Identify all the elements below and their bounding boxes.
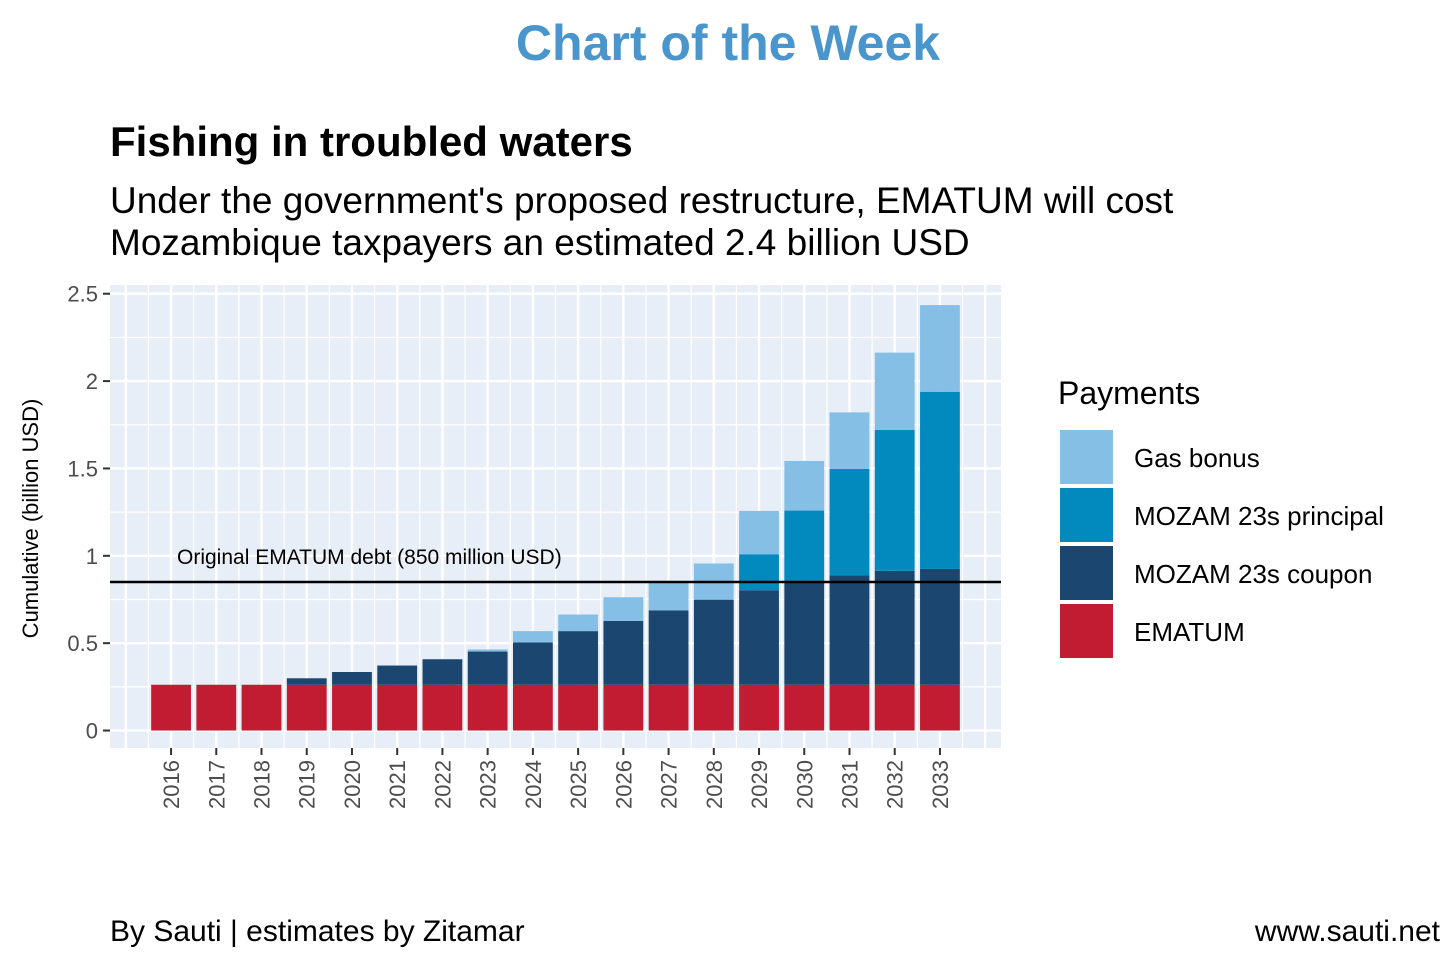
bar-ematum-2026: [603, 684, 644, 731]
x-tick-label: 2023: [476, 760, 501, 809]
bar-mozam-23s-coupon-2031: [829, 575, 870, 685]
bar-gas-bonus-2025: [558, 614, 599, 632]
banner-title: Chart of the Week: [515, 15, 941, 71]
bar-mozam-23s-coupon-2032: [874, 570, 915, 685]
x-tick-label: 2030: [792, 760, 817, 809]
legend-label: MOZAM 23s coupon: [1134, 559, 1372, 589]
bar-ematum-2016: [151, 684, 191, 731]
bar-mozam-23s-principal-2031: [829, 468, 870, 576]
bar-ematum-2032: [874, 684, 915, 731]
bar-gas-bonus-2029: [739, 510, 779, 555]
x-tick-label: 2021: [385, 760, 410, 809]
x-tick-label: 2019: [295, 760, 320, 809]
bar-mozam-23s-principal-2029: [739, 554, 779, 591]
legend-label: Gas bonus: [1134, 443, 1260, 473]
bar-ematum-2024: [512, 684, 553, 731]
x-tick-label: 2027: [657, 760, 682, 809]
reference-line-label: Original EMATUM debt (850 million USD): [177, 546, 562, 569]
bar-mozam-23s-coupon-2030: [784, 580, 825, 685]
bar-mozam-23s-coupon-2024: [512, 642, 553, 685]
x-tick-label: 2033: [928, 760, 953, 809]
bar-mozam-23s-coupon-2026: [603, 620, 644, 685]
bar-mozam-23s-coupon-2023: [467, 651, 508, 685]
bar-gas-bonus-2032: [874, 352, 915, 431]
x-tick-label: 2018: [250, 760, 275, 809]
bar-gas-bonus-2023: [467, 649, 508, 652]
bar-gas-bonus-2031: [829, 412, 870, 469]
bar-mozam-23s-principal-2033: [920, 391, 960, 569]
bar-gas-bonus-2027: [648, 582, 689, 611]
bar-ematum-2031: [829, 684, 870, 731]
bar-mozam-23s-coupon-2027: [648, 610, 689, 685]
x-tick-label: 2020: [340, 760, 365, 809]
bar-gas-bonus-2033: [920, 305, 960, 392]
bar-mozam-23s-coupon-2033: [920, 568, 960, 685]
bar-ematum-2033: [920, 684, 960, 731]
bar-ematum-2021: [377, 684, 418, 731]
y-tick-label: 0.5: [67, 631, 98, 656]
legend-title: Payments: [1058, 375, 1200, 411]
y-tick-label: 0: [86, 719, 98, 744]
bar-mozam-23s-coupon-2025: [558, 631, 599, 685]
y-tick-label: 2: [86, 369, 98, 394]
bar-ematum-2030: [784, 684, 825, 731]
bar-mozam-23s-principal-2032: [874, 430, 915, 571]
bar-ematum-2017: [196, 684, 237, 731]
legend-swatch: [1060, 430, 1113, 484]
x-tick-label: 2024: [521, 760, 546, 809]
bar-mozam-23s-coupon-2020: [332, 671, 372, 685]
bar-mozam-23s-principal-2030: [784, 510, 825, 581]
x-tick-label: 2016: [159, 760, 184, 809]
legend-label: MOZAM 23s principal: [1134, 501, 1384, 531]
chart-subtitle-line2: Mozambique taxpayers an estimated 2.4 bi…: [110, 222, 970, 263]
x-tick-label: 2031: [837, 760, 862, 809]
legend-label: EMATUM: [1134, 617, 1245, 647]
bar-gas-bonus-2024: [512, 631, 553, 643]
bar-ematum-2025: [558, 684, 599, 731]
x-tick-label: 2032: [883, 760, 908, 809]
legend-swatch: [1060, 546, 1113, 600]
bar-ematum-2023: [467, 684, 508, 731]
bar-mozam-23s-coupon-2029: [739, 590, 779, 685]
footer-credit: By Sauti | estimates by Zitamar: [110, 915, 525, 948]
bar-mozam-23s-coupon-2019: [286, 678, 327, 685]
chart-subtitle-line1: Under the government's proposed restruct…: [110, 180, 1174, 221]
y-tick-label: 2.5: [67, 282, 98, 307]
y-axis-label: Cumulative (billion USD): [18, 399, 43, 639]
x-tick-label: 2028: [702, 760, 727, 809]
bar-ematum-2019: [286, 684, 327, 731]
bar-ematum-2022: [422, 684, 463, 731]
y-tick-label: 1: [86, 544, 98, 569]
y-tick-label: 1.5: [67, 456, 98, 481]
bar-ematum-2028: [693, 684, 734, 731]
x-tick-label: 2022: [430, 760, 455, 809]
x-tick-label: 2017: [204, 760, 229, 809]
x-tick-label: 2025: [566, 760, 591, 809]
x-tick-label: 2026: [611, 760, 636, 809]
bar-mozam-23s-coupon-2028: [693, 599, 734, 685]
bar-gas-bonus-2030: [784, 460, 825, 511]
bar-mozam-23s-coupon-2022: [422, 659, 463, 685]
legend-swatch: [1060, 604, 1113, 658]
legend-swatch: [1060, 488, 1113, 542]
bar-ematum-2020: [332, 684, 372, 731]
bar-mozam-23s-coupon-2021: [377, 665, 418, 685]
bar-gas-bonus-2026: [603, 597, 644, 621]
bar-ematum-2029: [739, 684, 779, 731]
bar-ematum-2027: [648, 684, 689, 731]
chart-title: Fishing in troubled waters: [110, 118, 633, 165]
bar-ematum-2018: [241, 684, 282, 731]
footer-url: www.sauti.net: [1254, 915, 1440, 948]
x-tick-label: 2029: [747, 760, 772, 809]
